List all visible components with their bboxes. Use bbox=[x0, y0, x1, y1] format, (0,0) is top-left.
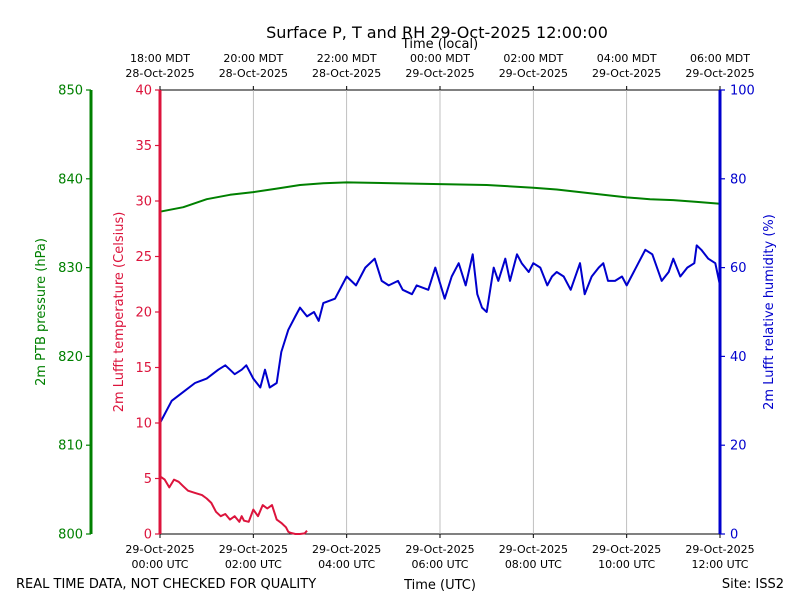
bottom-tick-time: 12:00 UTC bbox=[691, 558, 748, 571]
humidity-axis-label: 2m Lufft relative humidity (%) bbox=[762, 214, 777, 410]
chart-title: Surface P, T and RH 29-Oct-2025 12:00:00 bbox=[266, 23, 608, 42]
top-tick-date: 29-Oct-2025 bbox=[685, 67, 754, 80]
top-tick-date: 28-Oct-2025 bbox=[312, 67, 381, 80]
bottom-tick-date: 29-Oct-2025 bbox=[312, 543, 381, 556]
bottom-tick-time: 10:00 UTC bbox=[598, 558, 655, 571]
pressure-tick-label: 840 bbox=[58, 172, 83, 187]
bottom-tick-time: 02:00 UTC bbox=[225, 558, 282, 571]
temperature-tick-label: 40 bbox=[135, 84, 152, 99]
pressure-axis: 800 810 820 830 840 850 bbox=[58, 84, 93, 543]
temperature-tick-label: 25 bbox=[135, 250, 152, 265]
temperature-tick-label: 35 bbox=[135, 139, 152, 154]
humidity-tick-label: 20 bbox=[730, 439, 747, 454]
bottom-tick-date: 29-Oct-2025 bbox=[125, 543, 194, 556]
humidity-tick-label: 60 bbox=[730, 261, 747, 276]
bottom-tick-date: 29-Oct-2025 bbox=[685, 543, 754, 556]
top-tick-date: 29-Oct-2025 bbox=[592, 67, 661, 80]
top-tick-time: 20:00 MDT bbox=[223, 52, 283, 65]
temperature-tick-label: 10 bbox=[135, 417, 152, 432]
temperature-tick-label: 20 bbox=[135, 306, 152, 321]
bottom-tick-date: 29-Oct-2025 bbox=[219, 543, 288, 556]
pressure-tick-label: 810 bbox=[58, 439, 83, 454]
bottom-axis-label: Time (UTC) bbox=[403, 578, 476, 593]
humidity-axis: 0 20 40 60 80 100 bbox=[718, 84, 755, 543]
bottom-tick-date: 29-Oct-2025 bbox=[499, 543, 568, 556]
top-tick-time: 04:00 MDT bbox=[597, 52, 657, 65]
humidity-tick-label: 100 bbox=[730, 84, 755, 99]
quality-disclaimer: REAL TIME DATA, NOT CHECKED FOR QUALITY bbox=[16, 577, 316, 592]
pressure-tick-label: 820 bbox=[58, 350, 83, 365]
humidity-tick-label: 80 bbox=[730, 172, 747, 187]
pressure-axis-label: 2m PTB pressure (hPa) bbox=[34, 238, 49, 386]
bottom-tick-time: 04:00 UTC bbox=[318, 558, 375, 571]
bottom-tick-time: 00:00 UTC bbox=[131, 558, 188, 571]
top-tick-time: 00:00 MDT bbox=[410, 52, 470, 65]
bottom-tick-date: 29-Oct-2025 bbox=[592, 543, 661, 556]
top-axis-label: Time (local) bbox=[401, 37, 478, 52]
bottom-tick-time: 08:00 UTC bbox=[505, 558, 562, 571]
humidity-tick-label: 40 bbox=[730, 350, 747, 365]
top-time-axis: 18:00 MDT 28-Oct-2025 20:00 MDT 28-Oct-2025… bbox=[125, 52, 755, 90]
vertical-grid bbox=[252, 90, 628, 534]
humidity-series-line bbox=[159, 244, 721, 424]
bottom-tick-date: 29-Oct-2025 bbox=[405, 543, 474, 556]
top-tick-date: 28-Oct-2025 bbox=[219, 67, 288, 80]
pressure-tick-label: 850 bbox=[58, 84, 83, 99]
top-tick-date: 29-Oct-2025 bbox=[499, 67, 568, 80]
temperature-tick-label: 5 bbox=[144, 472, 152, 487]
site-label: Site: ISS2 bbox=[722, 577, 784, 592]
humidity-tick-label: 0 bbox=[730, 528, 738, 543]
series-layer bbox=[159, 181, 721, 535]
temperature-tick-label: 0 bbox=[144, 528, 152, 543]
pressure-series-line bbox=[159, 181, 721, 213]
top-tick-time: 18:00 MDT bbox=[130, 52, 190, 65]
top-tick-time: 06:00 MDT bbox=[690, 52, 750, 65]
temperature-series-line bbox=[159, 475, 308, 535]
top-tick-date: 29-Oct-2025 bbox=[405, 67, 474, 80]
temperature-tick-label: 30 bbox=[135, 195, 152, 210]
temperature-axis: 0 5 10 15 20 25 30 35 40 bbox=[135, 84, 162, 543]
top-tick-date: 28-Oct-2025 bbox=[125, 67, 194, 80]
plot-area bbox=[159, 89, 721, 535]
temperature-axis-label: 2m Lufft temperature (Celsius) bbox=[112, 212, 127, 413]
pressure-tick-label: 800 bbox=[58, 528, 83, 543]
top-tick-time: 02:00 MDT bbox=[503, 52, 563, 65]
bottom-tick-time: 06:00 UTC bbox=[411, 558, 468, 571]
bottom-time-axis: 29-Oct-2025 00:00 UTC 29-Oct-2025 02:00 UTC… bbox=[125, 534, 755, 571]
top-tick-time: 22:00 MDT bbox=[317, 52, 377, 65]
pressure-tick-label: 830 bbox=[58, 261, 83, 276]
temperature-tick-label: 15 bbox=[135, 361, 152, 376]
